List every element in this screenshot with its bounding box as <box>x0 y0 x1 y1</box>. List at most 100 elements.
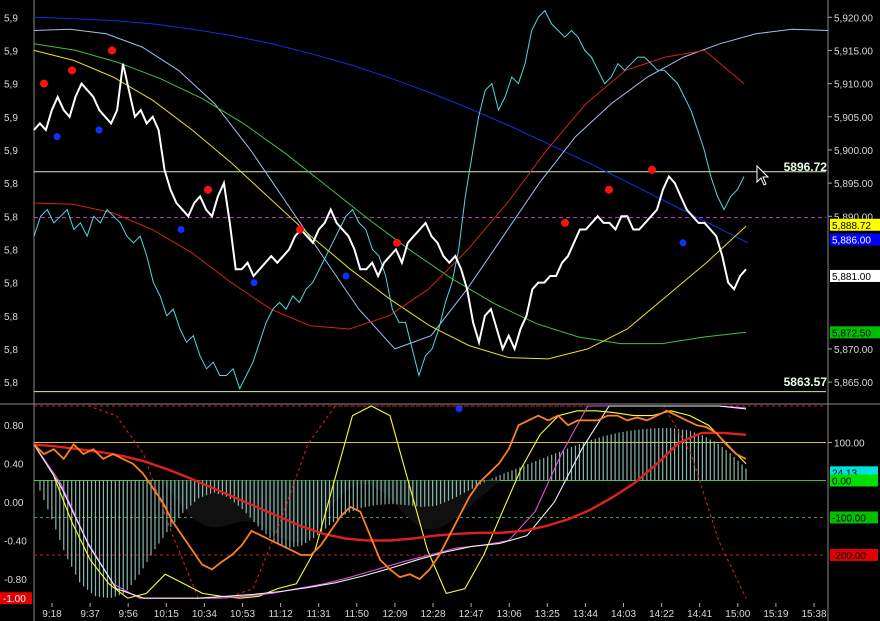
price-tag-box <box>830 233 880 246</box>
series-green-curve <box>33 43 747 345</box>
blue-signal-dot <box>455 405 463 413</box>
time-tick-label: 15:38 <box>801 609 826 620</box>
osc-series-orange <box>33 409 747 581</box>
oscillator-envelope <box>160 480 500 543</box>
osc-tag-label: -100.00 <box>832 513 866 524</box>
red-signal-dot <box>40 79 48 88</box>
osc-left-tick-label: 0.00 <box>4 498 24 509</box>
price-tag-box <box>830 218 880 231</box>
time-tick-label: 9:18 <box>42 609 62 620</box>
price-tag-label: 5,881.00 <box>832 272 871 283</box>
time-tick-label: 12:28 <box>420 609 445 620</box>
left-tick-label: 5,9 <box>4 113 18 124</box>
time-tick-label: 12:09 <box>382 609 407 620</box>
red-signal-dot <box>648 165 656 174</box>
left-tick-label: 5,9 <box>4 146 18 157</box>
blue-signal-dot <box>177 226 185 234</box>
osc-right-tick-label: 100.00 <box>834 439 865 450</box>
osc-left-tick-label: -0.80 <box>4 575 27 586</box>
red-signal-dot <box>605 185 613 194</box>
price-tag-box <box>830 269 880 282</box>
time-tick-label: 14:22 <box>649 609 674 620</box>
price-tag-label: 5,872.50 <box>832 328 871 339</box>
osc-tag-label: 24.13 <box>832 468 857 479</box>
series-lightblue-curve <box>33 28 829 350</box>
right-tick-label: 5,895.00 <box>834 179 873 190</box>
oscillator-panel: 0.800.400.00-0.40-0.80-1.00100.0024.130.… <box>0 405 878 605</box>
time-tick-label: 10:34 <box>192 609 217 620</box>
left-tick-label: 5,9 <box>4 13 18 24</box>
osc-series-red-thick <box>33 431 747 542</box>
blue-signal-dot <box>342 272 350 280</box>
osc-left-tick-label: 0.40 <box>4 460 24 471</box>
right-tick-label: 5,910.00 <box>834 80 873 91</box>
series-cyan <box>33 9 745 391</box>
time-tick-label: 14:41 <box>687 609 712 620</box>
osc-tag-label: -200.00 <box>832 551 866 562</box>
time-tick-label: 15:19 <box>763 609 788 620</box>
price-labels: 5896.72 5863.57 <box>784 160 828 389</box>
osc-tag-label: 0.00 <box>832 476 852 487</box>
left-tick-label: 5,8 <box>4 245 18 256</box>
series-price <box>33 63 747 352</box>
osc-left-tick-label: -0.40 <box>4 537 27 548</box>
blue-signal-dot <box>679 239 687 247</box>
time-tick-label: 11:50 <box>345 609 370 620</box>
time-axis: 9:18 9:37 9:56 10:15 10:34 10:53 11:12 11:31 11:… <box>42 603 827 620</box>
right-tick-label: 5,900.00 <box>834 146 873 157</box>
time-tick-label: 9:37 <box>80 609 100 620</box>
time-tick-label: 10:15 <box>154 609 179 620</box>
osc-left-tag-label: -1.00 <box>3 594 26 605</box>
blue-signal-dot <box>53 133 61 141</box>
osc-left-tag-box <box>0 592 32 605</box>
time-tick-label: 13:44 <box>573 609 598 620</box>
red-signal-dot <box>393 238 401 247</box>
right-tick-label: 5,865.00 <box>834 378 873 389</box>
time-tick-label: 11:31 <box>307 609 332 620</box>
left-tick-label: 5,9 <box>4 80 18 91</box>
time-tick-label: 15:00 <box>725 609 750 620</box>
time-tick-label: 9:56 <box>118 609 138 620</box>
time-tick-label: 14:03 <box>611 609 636 620</box>
osc-left-tick-label: 0.80 <box>4 421 24 432</box>
left-tick-label: 5,8 <box>4 378 18 389</box>
osc-tag-box <box>830 474 878 487</box>
upper-level-label: 5896.72 <box>784 160 828 174</box>
red-signal-dot <box>68 66 76 75</box>
left-tick-label: 5,8 <box>4 279 18 290</box>
price-tag-box <box>830 326 880 339</box>
time-tick-label: 10:53 <box>230 609 255 620</box>
time-tick-label: 11:12 <box>268 609 293 620</box>
osc-tag-box <box>830 548 878 561</box>
right-tick-label: 5,870.00 <box>834 345 873 356</box>
left-tick-label: 5,8 <box>4 345 18 356</box>
lower-level-label: 5863.57 <box>784 375 828 389</box>
price-tag-label: 5,886.00 <box>832 235 871 246</box>
right-tick-label: 5,905.00 <box>834 113 873 124</box>
right-tick-label: 5,915.00 <box>834 46 873 57</box>
osc-tag-box <box>830 511 878 524</box>
left-tick-label: 5,9 <box>4 46 18 57</box>
time-tick-label: 13:06 <box>497 609 522 620</box>
series-navy-curve <box>33 16 749 244</box>
left-tick-label: 5,8 <box>4 212 18 223</box>
right-tick-label: 5,920.00 <box>834 13 873 24</box>
mouse-cursor-icon <box>756 164 770 186</box>
blue-signal-dot <box>95 126 103 134</box>
left-tick-label: 5,8 <box>4 312 18 323</box>
price-tag-label: 5,888.72 <box>832 221 871 232</box>
right-tick-label: 5,890.00 <box>834 212 873 223</box>
time-tick-label: 12:47 <box>459 609 484 620</box>
red-signal-dot <box>108 46 116 55</box>
red-signal-dot <box>561 218 569 227</box>
red-signal-dot <box>204 185 212 194</box>
left-tick-label: 5,8 <box>4 179 18 190</box>
time-tick-label: 13:25 <box>535 609 560 620</box>
blue-signal-dot <box>250 279 258 287</box>
osc-series-yellow <box>33 405 747 599</box>
red-signal-dot <box>296 225 304 234</box>
series-red-curve <box>33 49 745 330</box>
